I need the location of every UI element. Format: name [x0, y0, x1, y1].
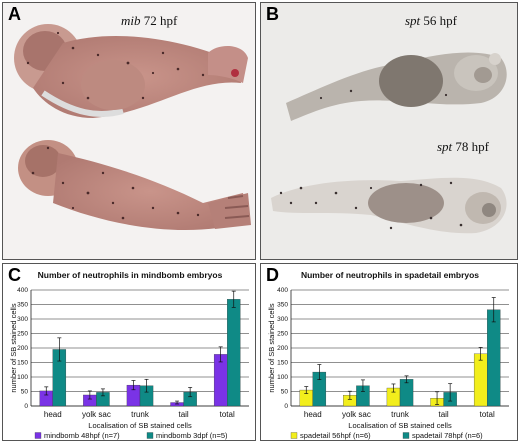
- x-tick-label: tail: [438, 410, 448, 419]
- panel-a-letter: A: [8, 4, 21, 24]
- legend-label: mindbomb 48hpf (n=7): [44, 431, 120, 440]
- legend-swatch: [146, 432, 154, 439]
- x-tick-label: tail: [178, 410, 188, 419]
- panel-c-letter: C: [8, 265, 21, 285]
- y-axis-label: number of SB stained cells: [267, 303, 276, 392]
- chart-title: Number of neutrophils in spadetail embry…: [301, 270, 479, 280]
- x-tick-label: trunk: [131, 410, 150, 419]
- x-tick-label: yolk sac: [342, 410, 371, 419]
- y-tick-label: 400: [17, 287, 28, 294]
- x-tick-label: head: [44, 410, 62, 419]
- panel-d-letter: D: [266, 265, 279, 285]
- panel-a-strain: mib: [121, 13, 141, 28]
- panel-b-strain-1: spt: [405, 13, 421, 28]
- panel-b-caption-78: spt 78 hpf: [437, 139, 489, 155]
- bar: [227, 299, 241, 407]
- spt-embryo-images: [271, 52, 507, 234]
- y-tick-label: 250: [277, 331, 288, 338]
- spt-embryo-56hpf: [286, 52, 507, 121]
- bar: [487, 309, 501, 407]
- panel-b-caption-56: spt 56 hpf: [405, 13, 457, 29]
- x-tick-label: yolk sac: [82, 410, 111, 419]
- mib-embryo-lower: [18, 140, 251, 231]
- legend-swatch: [402, 432, 410, 439]
- legend-label: spadetail 78hpf (n=6): [412, 431, 483, 440]
- y-tick-label: 200: [277, 345, 288, 352]
- y-tick-label: 150: [17, 360, 28, 367]
- x-tick-label: head: [304, 410, 322, 419]
- x-tick-label: total: [480, 410, 495, 419]
- y-tick-label: 350: [17, 302, 28, 309]
- panel-b-stage-1: 56 hpf: [420, 13, 458, 28]
- y-tick-label: 300: [277, 316, 288, 323]
- chart-title: Number of neutrophils in mindbomb embryo…: [38, 270, 223, 280]
- panel-a-caption: mib 72 hpf: [121, 13, 177, 29]
- y-tick-label: 200: [17, 345, 28, 352]
- legend-swatch: [290, 432, 298, 439]
- legend-swatch: [34, 432, 42, 439]
- panel-d: Number of neutrophils in spadetail embry…: [260, 263, 518, 441]
- panel-c: Number of neutrophils in mindbomb embryo…: [2, 263, 256, 441]
- panel-b-strain-2: spt: [437, 139, 453, 154]
- y-tick-label: 250: [17, 331, 28, 338]
- y-tick-label: 0: [24, 403, 28, 410]
- x-axis-label: Localisation of SB stained cells: [88, 421, 192, 430]
- y-axis-label: number of SB stained cells: [9, 303, 18, 392]
- y-tick-label: 300: [17, 316, 28, 323]
- bar: [473, 353, 488, 407]
- x-tick-label: trunk: [391, 410, 410, 419]
- legend-label: mindbomb 3dpf (n=5): [156, 431, 228, 440]
- bar: [399, 379, 414, 407]
- x-axis-label: Localisation of SB stained cells: [348, 421, 452, 430]
- panel-b-letter: B: [266, 4, 279, 24]
- panel-b-stage-2: 78 hpf: [452, 139, 490, 154]
- panel-a: A mib 72 hpf: [2, 2, 256, 260]
- x-tick-label: total: [220, 410, 235, 419]
- mib-embryo-upper: [14, 24, 248, 118]
- y-tick-label: 0: [284, 403, 288, 410]
- y-tick-label: 400: [277, 287, 288, 294]
- y-tick-label: 350: [277, 302, 288, 309]
- spt-embryo-78hpf: [271, 177, 507, 234]
- y-tick-label: 50: [281, 389, 289, 396]
- mindbomb-neutrophil-chart: Number of neutrophils in mindbomb embryo…: [9, 270, 249, 440]
- panel-a-stage: 72 hpf: [140, 13, 178, 28]
- y-tick-label: 50: [21, 389, 29, 396]
- y-tick-label: 100: [17, 374, 28, 381]
- mib-embryo-images: [14, 24, 251, 231]
- legend-label: spadetail 56hpf (n=6): [300, 431, 371, 440]
- y-tick-label: 150: [277, 360, 288, 367]
- panel-b: B spt 56 hpf spt 78 hpf: [260, 2, 518, 260]
- y-tick-label: 100: [277, 374, 288, 381]
- spadetail-neutrophil-chart: Number of neutrophils in spadetail embry…: [267, 270, 509, 440]
